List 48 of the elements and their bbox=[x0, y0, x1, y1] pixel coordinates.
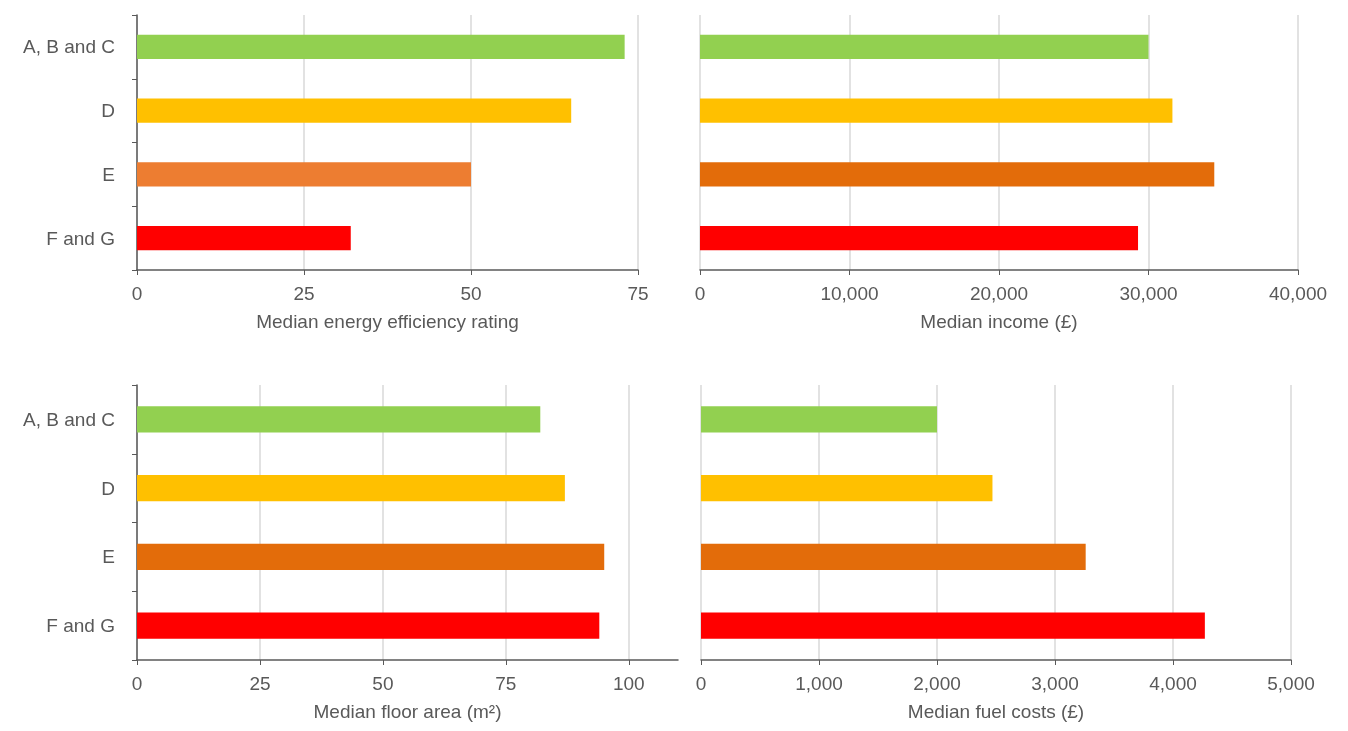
bar bbox=[700, 98, 1173, 123]
x-tick-label: 4,000 bbox=[1149, 673, 1197, 694]
y-tick-label: A, B and C bbox=[23, 36, 115, 58]
x-tick-label: 50 bbox=[460, 283, 482, 304]
bar bbox=[137, 406, 541, 433]
bar bbox=[701, 612, 1205, 639]
bar bbox=[700, 226, 1139, 251]
bar bbox=[137, 34, 625, 59]
x-axis-title: Median energy efficiency rating bbox=[256, 311, 519, 332]
bar bbox=[701, 475, 993, 502]
x-tick-label: 3,000 bbox=[1031, 673, 1079, 694]
bar bbox=[701, 406, 937, 433]
x-axis-title: Median fuel costs (£) bbox=[907, 701, 1085, 722]
x-tick-label: 100 bbox=[612, 673, 645, 694]
y-tick-label: D bbox=[101, 100, 115, 122]
bar bbox=[137, 162, 471, 187]
bar bbox=[137, 543, 605, 570]
x-tick-label: 50 bbox=[372, 673, 394, 694]
bar bbox=[700, 162, 1215, 187]
x-tick-label: 25 bbox=[249, 673, 271, 694]
bar bbox=[137, 475, 565, 502]
x-tick-label: 0 bbox=[694, 283, 706, 304]
y-tick-label: E bbox=[102, 163, 115, 185]
x-tick-label: 0 bbox=[695, 673, 707, 694]
x-tick-label: 20,000 bbox=[969, 283, 1029, 304]
x-tick-label: 30,000 bbox=[1119, 283, 1178, 304]
x-tick-label: 10,000 bbox=[820, 283, 879, 304]
y-tick-label: D bbox=[101, 477, 115, 499]
x-axis-title: Median floor area (m²) bbox=[313, 701, 502, 722]
x-tick-label: 1,000 bbox=[795, 673, 843, 694]
x-axis-title: Median income (£) bbox=[920, 311, 1078, 332]
bar bbox=[700, 34, 1149, 59]
x-tick-label: 5,000 bbox=[1267, 673, 1315, 694]
x-tick-label: 0 bbox=[131, 283, 143, 304]
y-tick-label: F and G bbox=[46, 227, 115, 249]
x-tick-label: 25 bbox=[293, 283, 315, 304]
x-tick-label: 75 bbox=[627, 283, 649, 304]
bar bbox=[137, 612, 600, 639]
y-tick-label: F and G bbox=[46, 615, 115, 637]
bar bbox=[137, 98, 572, 123]
bar bbox=[701, 543, 1086, 570]
y-tick-label: A, B and C bbox=[23, 408, 115, 430]
y-tick-label: E bbox=[102, 546, 115, 568]
x-tick-label: 75 bbox=[495, 673, 517, 694]
x-tick-label: 40,000 bbox=[1268, 283, 1328, 304]
bar bbox=[137, 226, 351, 251]
x-tick-label: 2,000 bbox=[913, 673, 961, 694]
x-tick-label: 0 bbox=[131, 673, 143, 694]
